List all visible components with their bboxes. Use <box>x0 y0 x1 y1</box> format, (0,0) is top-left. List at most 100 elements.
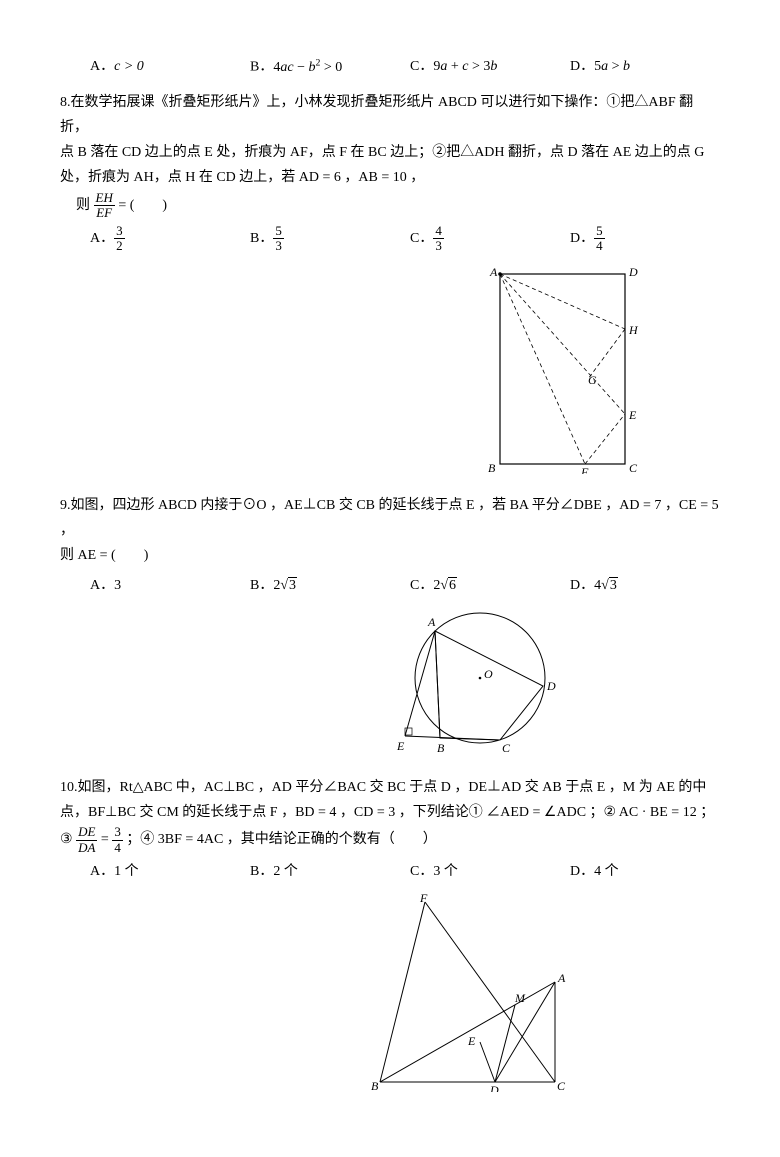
svg-text:A: A <box>427 615 436 629</box>
q8-option-d: D．54 <box>570 224 720 254</box>
q9-option-c: C．26 <box>410 573 560 598</box>
svg-text:C: C <box>557 1079 566 1092</box>
frac-3-4: 34 <box>112 825 123 855</box>
num: 3 <box>114 224 125 239</box>
svg-text:B: B <box>488 461 496 474</box>
svg-text:E: E <box>467 1034 476 1048</box>
svg-text:B: B <box>437 741 445 755</box>
den: 3 <box>273 239 284 253</box>
label: D． <box>570 864 594 879</box>
text: c > 0 <box>114 59 144 74</box>
label: C． <box>410 864 433 879</box>
frac-eh-ef: EH EF <box>94 191 115 221</box>
q9-option-a: A．3 <box>90 573 240 598</box>
q10-line2: 点，BF⊥BC 交 CM 的延长线于点 F ，BD = 4 ，CD = 3 ，下… <box>60 800 720 825</box>
q8-option-b: B．53 <box>250 224 400 254</box>
label: C． <box>410 59 433 74</box>
label: D． <box>570 231 594 246</box>
text: 3 个 <box>433 864 458 879</box>
post: ；④ 3BF = 4AC ，其中结论正确的个数有（ ） <box>123 832 437 847</box>
text: 9a + c > 3b <box>433 59 497 74</box>
q9-line1: 9.如图，四边形 ABCD 内接于⊙O ，AE⊥CB 交 CB 的延长线于点 E… <box>60 493 720 543</box>
q8-stem: 8.在数学拓展课《折叠矩形纸片》上，小林发现折叠矩形纸片 ABCD 可以进行如下… <box>60 90 720 220</box>
q9-line2: 则 AE = ( ) <box>60 543 720 568</box>
label: A． <box>90 231 114 246</box>
q8-figure: A D H G E C F B <box>60 264 720 483</box>
q10-line1: 10.如图，Rt△ABC 中，AC⊥BC ，AD 平分∠BAC 交 BC 于点 … <box>60 775 720 800</box>
sqrt-icon: 3 <box>601 573 618 598</box>
svg-text:F: F <box>419 892 428 905</box>
label: B． <box>250 864 273 879</box>
svg-text:A: A <box>557 971 566 985</box>
q10-options: A．1 个 B．2 个 C．3 个 D．4 个 <box>60 859 720 884</box>
q10-option-a: A．1 个 <box>90 859 240 884</box>
q10-option-c: C．3 个 <box>410 859 560 884</box>
svg-text:G: G <box>588 373 597 387</box>
svg-text:E: E <box>396 739 405 753</box>
frac: 43 <box>433 224 444 254</box>
q7-options: A．c > 0 B．4ac − b2 > 0 C．9a + c > 3b D．5… <box>60 54 720 80</box>
q9-options: A．3 B．23 C．26 D．43 <box>60 573 720 598</box>
label: D． <box>570 59 594 74</box>
q8-line1: 8.在数学拓展课《折叠矩形纸片》上，小林发现折叠矩形纸片 ABCD 可以进行如下… <box>60 90 720 140</box>
frac: 32 <box>114 224 125 254</box>
q8-option-a: A．32 <box>90 224 240 254</box>
svg-text:F: F <box>580 465 589 474</box>
svg-text:M: M <box>514 991 526 1005</box>
den: 3 <box>433 239 444 253</box>
svg-text:D: D <box>628 265 638 279</box>
q9-option-b: B．23 <box>250 573 400 598</box>
num: 5 <box>594 224 605 239</box>
svg-text:O: O <box>484 667 493 681</box>
num: 4 <box>433 224 444 239</box>
num: EH <box>94 191 115 206</box>
text: 1 个 <box>114 864 139 879</box>
den: DA <box>76 841 97 855</box>
q9-stem: 9.如图，四边形 ABCD 内接于⊙O ，AE⊥CB 交 CB 的延长线于点 E… <box>60 493 720 569</box>
label: B． <box>250 60 273 75</box>
text: 5a > b <box>594 59 630 74</box>
question-8: 8.在数学拓展课《折叠矩形纸片》上，小林发现折叠矩形纸片 ABCD 可以进行如下… <box>60 90 720 483</box>
text: 2 个 <box>273 864 298 879</box>
label: C． <box>410 578 433 593</box>
pre: 2 <box>433 578 440 593</box>
q8-line3: 处，折痕为 AH，点 H 在 CD 边上，若 AD = 6 ，AB = 10 ， <box>60 165 720 190</box>
frac: 53 <box>273 224 284 254</box>
q7-option-c: C．9a + c > 3b <box>410 54 560 80</box>
den: EF <box>94 206 115 220</box>
svg-text:C: C <box>629 461 638 474</box>
den: 4 <box>594 239 605 253</box>
pre: 2 <box>273 578 280 593</box>
sqrt-icon: 6 <box>440 573 457 598</box>
num: DE <box>76 825 97 840</box>
frac: 54 <box>594 224 605 254</box>
den: 2 <box>114 239 125 253</box>
label: B． <box>250 231 273 246</box>
q10-stem: 10.如图，Rt△ABC 中，AC⊥BC ，AD 平分∠BAC 交 BC 于点 … <box>60 775 720 855</box>
num: 3 <box>112 825 123 840</box>
q10-line3: ③ DEDA = 34 ；④ 3BF = 4AC ，其中结论正确的个数有（ ） <box>60 825 720 855</box>
label: C． <box>410 231 433 246</box>
text: 4 个 <box>594 864 619 879</box>
label: B． <box>250 578 273 593</box>
text: 3 <box>114 578 121 593</box>
q7-option-a: A．c > 0 <box>90 54 240 80</box>
svg-text:A: A <box>489 265 498 279</box>
q10-option-d: D．4 个 <box>570 859 720 884</box>
svg-text:C: C <box>502 741 511 755</box>
paren: = ( ) <box>118 198 167 213</box>
question-10: 10.如图，Rt△ABC 中，AC⊥BC ，AD 平分∠BAC 交 BC 于点 … <box>60 775 720 1101</box>
label: D． <box>570 578 594 593</box>
pre: ③ <box>60 832 76 847</box>
rad: 3 <box>288 577 297 593</box>
pre: 4 <box>594 578 601 593</box>
label: A． <box>90 578 114 593</box>
text: 4ac − b2 > 0 <box>273 60 342 75</box>
rad: 6 <box>448 577 457 593</box>
q8-line4: 则 EH EF = ( ) <box>60 191 720 221</box>
then: 则 <box>76 198 90 213</box>
q7-option-b: B．4ac − b2 > 0 <box>250 54 400 80</box>
q9-figure: A D C B E O <box>60 606 720 765</box>
q10-figure: A B C D E F M <box>60 892 720 1101</box>
svg-text:E: E <box>628 408 637 422</box>
